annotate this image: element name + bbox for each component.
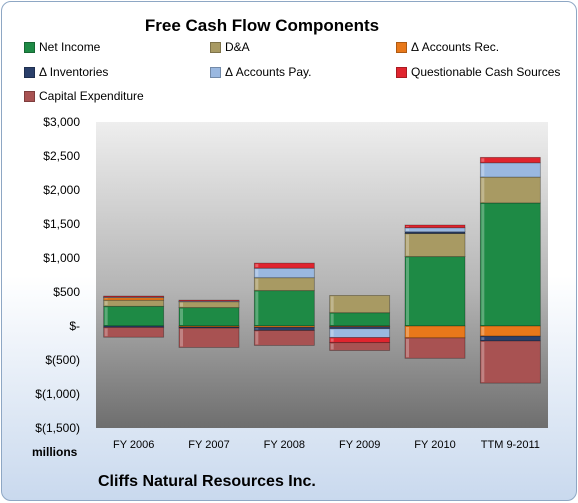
bar-highlight — [406, 229, 409, 231]
bar-highlight — [406, 339, 409, 357]
bar-highlight — [180, 329, 183, 346]
bar-highlight — [105, 307, 108, 325]
bar-segment — [179, 308, 239, 326]
y-tick-label: $1,500 — [43, 217, 80, 231]
bar-segment — [254, 330, 314, 345]
bar-segment — [104, 306, 164, 326]
bar-highlight — [481, 342, 484, 382]
bar-highlight — [481, 204, 484, 325]
bar-highlight — [481, 158, 484, 161]
bar-highlight — [481, 164, 484, 176]
bar-highlight — [105, 301, 108, 305]
bar-highlight — [331, 314, 334, 325]
bar-segment — [254, 291, 314, 326]
bar-segment — [330, 338, 390, 343]
bar-segment — [480, 336, 540, 341]
bar-segment — [254, 268, 314, 278]
x-tick-label: FY 2008 — [264, 439, 305, 451]
bar-segment — [405, 234, 465, 257]
bar-segment — [179, 302, 239, 308]
y-tick-label: $(500) — [45, 353, 80, 367]
bar-segment — [480, 341, 540, 383]
bar-highlight — [406, 235, 409, 256]
bar-highlight — [105, 328, 108, 336]
y-tick-label: $1,000 — [43, 251, 80, 265]
bar-highlight — [481, 337, 484, 340]
x-tick-label: FY 2006 — [113, 439, 154, 451]
x-tick-label: TTM 9-2011 — [481, 439, 540, 451]
bar-segment — [330, 313, 390, 326]
bar-segment — [330, 295, 390, 312]
bar-segment — [480, 163, 540, 177]
bar-highlight — [481, 178, 484, 202]
y-tick-label: $500 — [53, 285, 80, 299]
bar-segment — [480, 203, 540, 326]
bar-segment — [104, 296, 164, 297]
x-tick-label: FY 2007 — [188, 439, 229, 451]
bar-segment — [254, 263, 314, 268]
bar-segment — [254, 278, 314, 291]
bar-highlight — [331, 330, 334, 337]
x-tick-label: FY 2009 — [339, 439, 380, 451]
bar-segment — [480, 157, 540, 162]
bar-highlight — [255, 331, 258, 344]
bar-highlight — [331, 339, 334, 342]
bar-highlight — [180, 309, 183, 325]
bar-segment — [405, 257, 465, 326]
bar-segment — [405, 326, 465, 338]
bar-highlight — [331, 344, 334, 350]
bar-highlight — [105, 298, 108, 299]
y-tick-label: $(1,000) — [35, 387, 80, 401]
bar-segment — [104, 327, 164, 337]
bar-highlight — [406, 327, 409, 337]
bar-segment — [254, 327, 314, 330]
bar-highlight — [255, 269, 258, 277]
bar-segment — [405, 225, 465, 228]
bar-segment — [330, 329, 390, 338]
bar-highlight — [180, 303, 183, 307]
bar-segment — [405, 338, 465, 358]
y-tick-label: $2,000 — [43, 183, 80, 197]
units-label: millions — [32, 445, 77, 459]
bar-highlight — [255, 292, 258, 325]
y-tick-label: $(1,500) — [35, 421, 80, 435]
bar-segment — [179, 300, 239, 301]
bar-segment — [330, 343, 390, 351]
y-tick-label: $2,500 — [43, 149, 80, 163]
x-tick-label: FY 2010 — [414, 439, 455, 451]
bar-highlight — [255, 264, 258, 267]
bar-segment — [179, 328, 239, 347]
bar-highlight — [255, 328, 258, 329]
bar-segment — [104, 300, 164, 306]
bar-highlight — [406, 258, 409, 325]
y-tick-label: $3,000 — [43, 115, 80, 129]
bar-highlight — [481, 327, 484, 335]
bar-segment — [405, 228, 465, 232]
bar-segment — [480, 177, 540, 203]
company-name: Cliffs Natural Resources Inc. — [98, 473, 316, 491]
bar-highlight — [406, 226, 409, 227]
y-tick-label: $- — [69, 319, 80, 333]
bar-segment — [480, 326, 540, 336]
bar-highlight — [331, 296, 334, 311]
bar-highlight — [255, 279, 258, 290]
